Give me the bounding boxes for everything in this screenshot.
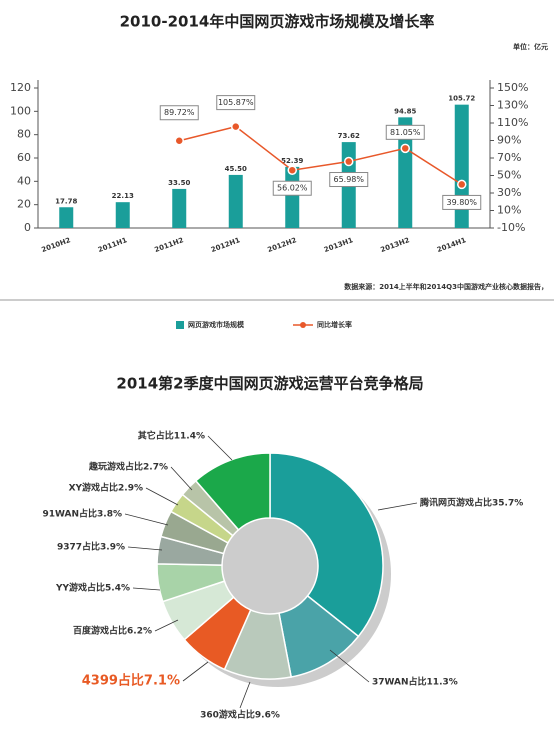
slice-label: 腾讯网页游戏占比35.7% xyxy=(419,497,523,509)
slice-label: 91WAN占比3.8% xyxy=(42,508,122,520)
leader-line xyxy=(207,435,233,461)
line-value-label: 65.98% xyxy=(333,175,364,184)
leader-line xyxy=(182,661,209,682)
y-tick-label: 80 xyxy=(17,128,31,141)
bar-value-label: 94.85 xyxy=(394,107,416,115)
slice-label: 360游戏占比9.6% xyxy=(200,709,280,721)
slice-label: YY游戏占比5.4% xyxy=(55,582,130,594)
slice-label: 9377占比3.9% xyxy=(57,541,125,553)
bar-value-label: 22.13 xyxy=(112,192,134,200)
y2-tick-label: 130% xyxy=(497,99,528,112)
label-box xyxy=(216,95,256,111)
x-tick-label: 2013H2 xyxy=(379,236,410,254)
slice-label: XY游戏占比2.9% xyxy=(69,482,143,494)
bar-value-label: 17.78 xyxy=(55,197,77,205)
bar xyxy=(285,166,300,228)
bar xyxy=(228,174,243,228)
bar-value-label: 52.39 xyxy=(281,157,303,165)
line-point xyxy=(344,156,354,167)
x-tick-label: 2011H2 xyxy=(153,236,184,254)
x-tick-label: 2010H2 xyxy=(40,236,71,254)
leader-line xyxy=(124,513,169,526)
label-box xyxy=(272,180,312,196)
bar-value-label: 105.72 xyxy=(448,95,475,103)
leader-line xyxy=(377,502,418,511)
y-tick-label: 20 xyxy=(17,198,31,211)
label-box xyxy=(385,124,425,140)
label-box xyxy=(159,105,199,121)
y2-tick-label: 110% xyxy=(497,116,528,129)
bar xyxy=(172,188,187,228)
y2-tick-label: 150% xyxy=(497,81,528,94)
bar-value-label: 73.62 xyxy=(338,132,360,140)
bar xyxy=(59,207,74,228)
x-tick-label: 2012H2 xyxy=(266,236,297,254)
slice-label: 其它占比11.4% xyxy=(138,430,205,442)
leader-line xyxy=(145,487,179,506)
leader-line xyxy=(132,587,161,591)
line-point xyxy=(287,165,297,175)
legend-label: 同比增长率 xyxy=(317,320,352,329)
leader-line xyxy=(239,681,251,709)
y2-tick-label: 30% xyxy=(497,186,521,199)
leader-line xyxy=(329,649,370,683)
legend-label: 网页游戏市场规模 xyxy=(188,320,245,329)
line-value-label: 81.05% xyxy=(390,128,421,137)
y-tick-label: 40 xyxy=(17,174,31,187)
y2-tick-label: 50% xyxy=(497,169,521,182)
x-tick-label: 2014H1 xyxy=(436,236,467,254)
y2-tick-label: 10% xyxy=(497,204,521,217)
legend-swatch xyxy=(176,321,184,329)
line-point xyxy=(231,121,241,132)
line-point xyxy=(174,135,184,146)
bar-value-label: 45.50 xyxy=(225,165,247,173)
line-value-label: 105.87% xyxy=(218,98,254,107)
chart-title: 2010-2014年中国网页游戏市场规模及增长率 xyxy=(120,13,435,31)
bar xyxy=(398,117,413,228)
slice-label: 37WAN占比11.3% xyxy=(372,676,458,688)
pie-slice xyxy=(194,452,271,531)
y-tick-label: 60 xyxy=(17,151,31,164)
slice-label: 4399占比7.1% xyxy=(82,673,180,689)
line-value-label: 89.72% xyxy=(164,108,195,117)
bar-value-label: 33.50 xyxy=(168,179,190,187)
pie-slice xyxy=(269,452,384,638)
label-box xyxy=(329,172,369,188)
line xyxy=(179,125,463,186)
chart-title: 2014第2季度中国网页游戏运营平台竞争格局 xyxy=(116,375,423,393)
y-tick-label: 0 xyxy=(24,221,31,234)
x-tick-label: 2012H1 xyxy=(210,236,241,254)
legend-swatch xyxy=(300,322,306,328)
y2-tick-label: -10% xyxy=(497,221,525,234)
x-tick-label: 2013H1 xyxy=(323,236,354,254)
y2-tick-label: 70% xyxy=(497,151,521,164)
leader-line xyxy=(170,466,193,491)
slice-label: 百度游戏占比6.2% xyxy=(73,625,152,637)
label-box xyxy=(442,194,482,210)
slice-label: 趣玩游戏占比2.7% xyxy=(88,461,168,473)
y2-tick-label: 90% xyxy=(497,134,521,147)
line-value-label: 56.02% xyxy=(277,184,308,193)
line-point xyxy=(457,179,467,190)
line-value-label: 39.80% xyxy=(446,198,477,207)
y-tick-label: 120 xyxy=(10,81,31,94)
x-tick-label: 2011H1 xyxy=(97,236,128,254)
bar xyxy=(115,202,130,228)
leader-line xyxy=(154,619,179,632)
leader-line xyxy=(127,546,163,551)
line-point xyxy=(400,143,410,154)
y-tick-label: 100 xyxy=(10,104,31,117)
unit-label: 单位：亿元 xyxy=(513,42,548,51)
source-note: 数据来源：2014上半年和2014Q3中国游戏产业核心数据报告， xyxy=(344,282,548,291)
